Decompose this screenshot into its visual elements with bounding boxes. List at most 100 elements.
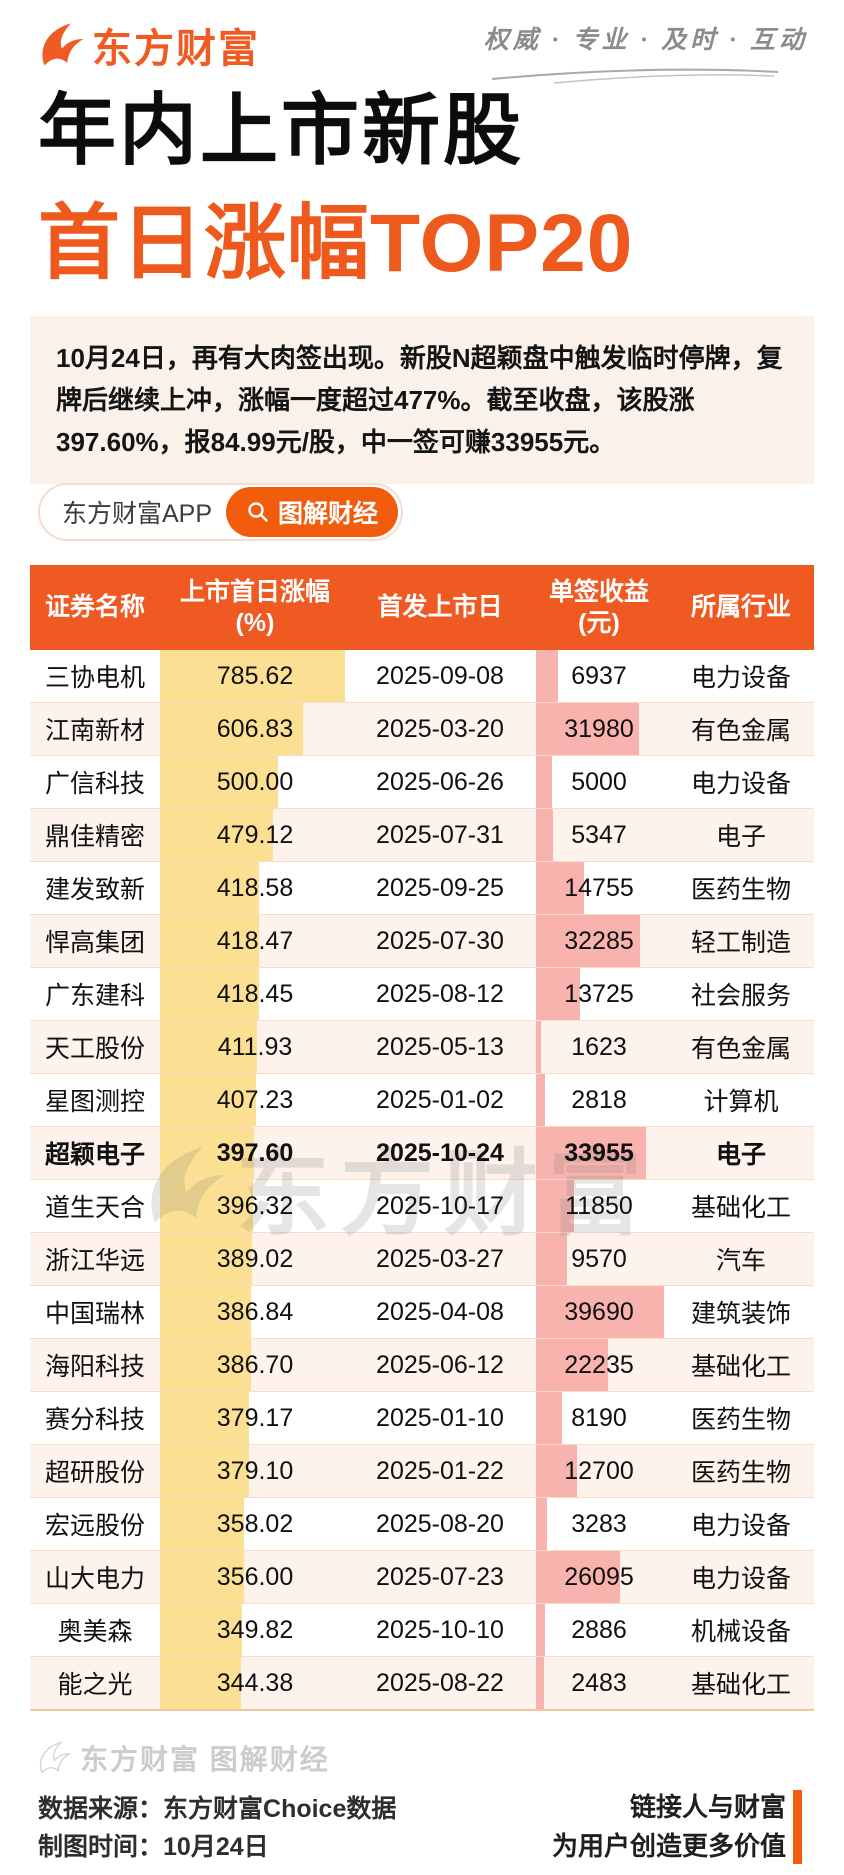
income-bar bbox=[536, 703, 640, 755]
app-badge: 东方财富APP 图解财经 bbox=[38, 483, 404, 541]
gain-bar bbox=[160, 1551, 244, 1603]
stock-name-cell: 赛分科技 bbox=[44, 1406, 145, 1434]
page-title-line2: 首日涨幅TOP20 bbox=[38, 198, 634, 289]
industry-cell: 计算机 bbox=[703, 1088, 779, 1116]
stock-name-cell: 悍高集团 bbox=[44, 929, 145, 957]
industry-cell: 社会服务 bbox=[690, 982, 791, 1010]
stock-name-cell: 中国瑞林 bbox=[44, 1300, 145, 1328]
income-bar bbox=[536, 809, 554, 861]
gain-bar bbox=[160, 1339, 251, 1391]
industry-cell: 电力设备 bbox=[690, 1512, 791, 1540]
table-row: 星图测控 407.23 2025-01-02 2818 计算机 bbox=[30, 1074, 814, 1127]
gain-cell: 389.02 bbox=[160, 1233, 350, 1285]
gain-bar bbox=[160, 703, 303, 755]
brand-slogan: 权威 · 专业 · 及时 · 互动 bbox=[484, 20, 808, 84]
income-bar bbox=[536, 1127, 646, 1179]
listing-date-cell: 2025-08-20 bbox=[376, 1509, 504, 1538]
stock-name-cell: 建发致新 bbox=[44, 876, 145, 904]
gain-cell: 344.38 bbox=[160, 1657, 350, 1709]
gain-bar bbox=[160, 1445, 250, 1497]
listing-date-cell: 2025-03-20 bbox=[376, 714, 504, 743]
gain-bar bbox=[160, 862, 259, 914]
table-row: 赛分科技 379.17 2025-01-10 8190 医药生物 bbox=[30, 1392, 814, 1445]
footer-slogan-line1: 链接人与财富 bbox=[629, 1792, 786, 1822]
data-source-line: 数据来源：东方财富Choice数据 bbox=[38, 1790, 396, 1828]
brand-slogan-text: 权威 · 专业 · 及时 · 互动 bbox=[483, 27, 808, 54]
gain-cell: 386.70 bbox=[160, 1339, 350, 1391]
income-cell: 11850 bbox=[530, 1180, 668, 1232]
income-cell: 32285 bbox=[530, 915, 668, 967]
gain-cell: 356.00 bbox=[160, 1551, 350, 1603]
table-row: 超颖电子 397.60 2025-10-24 33955 电子 bbox=[30, 1127, 814, 1180]
industry-cell: 医药生物 bbox=[690, 1406, 791, 1434]
income-cell: 12700 bbox=[530, 1445, 668, 1497]
listing-date-cell: 2025-01-10 bbox=[376, 1403, 504, 1432]
industry-cell: 基础化工 bbox=[690, 1353, 791, 1381]
stock-name-cell: 江南新材 bbox=[44, 717, 145, 745]
gain-bar bbox=[160, 1180, 254, 1232]
income-bar bbox=[536, 1392, 563, 1444]
table-row: 超研股份 379.10 2025-01-22 12700 医药生物 bbox=[30, 1445, 814, 1498]
gain-cell: 349.82 bbox=[160, 1604, 350, 1656]
income-cell: 5347 bbox=[530, 809, 668, 861]
footer-meta: 数据来源：东方财富Choice数据 制图时间：10月24日 bbox=[38, 1790, 396, 1866]
income-bar bbox=[536, 1021, 542, 1073]
gain-cell: 397.60 bbox=[160, 1127, 350, 1179]
income-cell: 22235 bbox=[530, 1339, 668, 1391]
brand-name: 东方财富 bbox=[92, 27, 260, 71]
chart-time-line: 制图时间：10月24日 bbox=[38, 1828, 396, 1866]
listing-date-cell: 2025-08-22 bbox=[376, 1668, 504, 1697]
col-header-name: 证券名称 bbox=[44, 593, 145, 621]
income-bar bbox=[536, 1604, 546, 1656]
gain-bar bbox=[160, 650, 346, 702]
stock-name-cell: 超颖电子 bbox=[44, 1141, 145, 1169]
industry-cell: 机械设备 bbox=[690, 1618, 791, 1646]
listing-date-cell: 2025-10-10 bbox=[376, 1615, 504, 1644]
listing-date-cell: 2025-05-13 bbox=[376, 1032, 504, 1061]
income-bar bbox=[536, 650, 559, 702]
income-cell: 13725 bbox=[530, 968, 668, 1020]
listing-date-cell: 2025-06-26 bbox=[376, 767, 504, 796]
chart-time-label: 制图时间： bbox=[38, 1833, 164, 1861]
listing-date-cell: 2025-07-31 bbox=[376, 820, 504, 849]
listing-date-cell: 2025-10-24 bbox=[376, 1138, 504, 1167]
gain-cell: 418.47 bbox=[160, 915, 350, 967]
gain-bar bbox=[160, 1657, 242, 1709]
table-row: 道生天合 396.32 2025-10-17 11850 基础化工 bbox=[30, 1180, 814, 1233]
gain-cell: 407.23 bbox=[160, 1074, 350, 1126]
listing-date-cell: 2025-06-12 bbox=[376, 1350, 504, 1379]
gain-cell: 479.12 bbox=[160, 809, 350, 861]
listing-date-cell: 2025-03-27 bbox=[376, 1244, 504, 1273]
income-cell: 8190 bbox=[530, 1392, 668, 1444]
intro-paragraph: 10月24日，再有大肉签出现。新股N超颖盘中触发临时停牌，复牌后继续上冲，涨幅一… bbox=[30, 316, 814, 484]
gain-bar bbox=[160, 1021, 258, 1073]
top20-table: 证券名称 上市首日涨幅 (%) 首发上市日 单签收益 (元) 所属行业 三协电机… bbox=[30, 565, 814, 1711]
app-badge-label: 东方财富APP bbox=[62, 500, 213, 528]
listing-date-cell: 2025-04-08 bbox=[376, 1297, 504, 1326]
gain-cell: 379.17 bbox=[160, 1392, 350, 1444]
stock-name-cell: 三协电机 bbox=[44, 664, 145, 692]
gain-bar bbox=[160, 1392, 250, 1444]
table-row: 鼎佳精密 479.12 2025-07-31 5347 电子 bbox=[30, 809, 814, 862]
gain-cell: 418.58 bbox=[160, 862, 350, 914]
income-bar bbox=[536, 1286, 665, 1338]
graphic-finance-button[interactable]: 图解财经 bbox=[226, 487, 399, 537]
stock-name-cell: 鼎佳精密 bbox=[44, 823, 145, 851]
income-cell: 2818 bbox=[530, 1074, 668, 1126]
gain-cell: 606.83 bbox=[160, 703, 350, 755]
col-header-gain: 上市首日涨幅 (%) bbox=[179, 577, 330, 637]
industry-cell: 电力设备 bbox=[690, 1565, 791, 1593]
income-cell: 2483 bbox=[530, 1657, 668, 1709]
income-bar bbox=[536, 1074, 546, 1126]
listing-date-cell: 2025-08-12 bbox=[376, 979, 504, 1008]
gain-cell: 411.93 bbox=[160, 1021, 350, 1073]
gain-cell: 358.02 bbox=[160, 1498, 350, 1550]
listing-date-cell: 2025-09-08 bbox=[376, 661, 504, 690]
table-row: 天工股份 411.93 2025-05-13 1623 有色金属 bbox=[30, 1021, 814, 1074]
industry-cell: 医药生物 bbox=[690, 876, 791, 904]
gain-cell: 396.32 bbox=[160, 1180, 350, 1232]
gain-bar bbox=[160, 809, 273, 861]
gain-bar bbox=[160, 1604, 243, 1656]
col-header-date: 首发上市日 bbox=[377, 593, 503, 621]
industry-cell: 轻工制造 bbox=[690, 929, 791, 957]
